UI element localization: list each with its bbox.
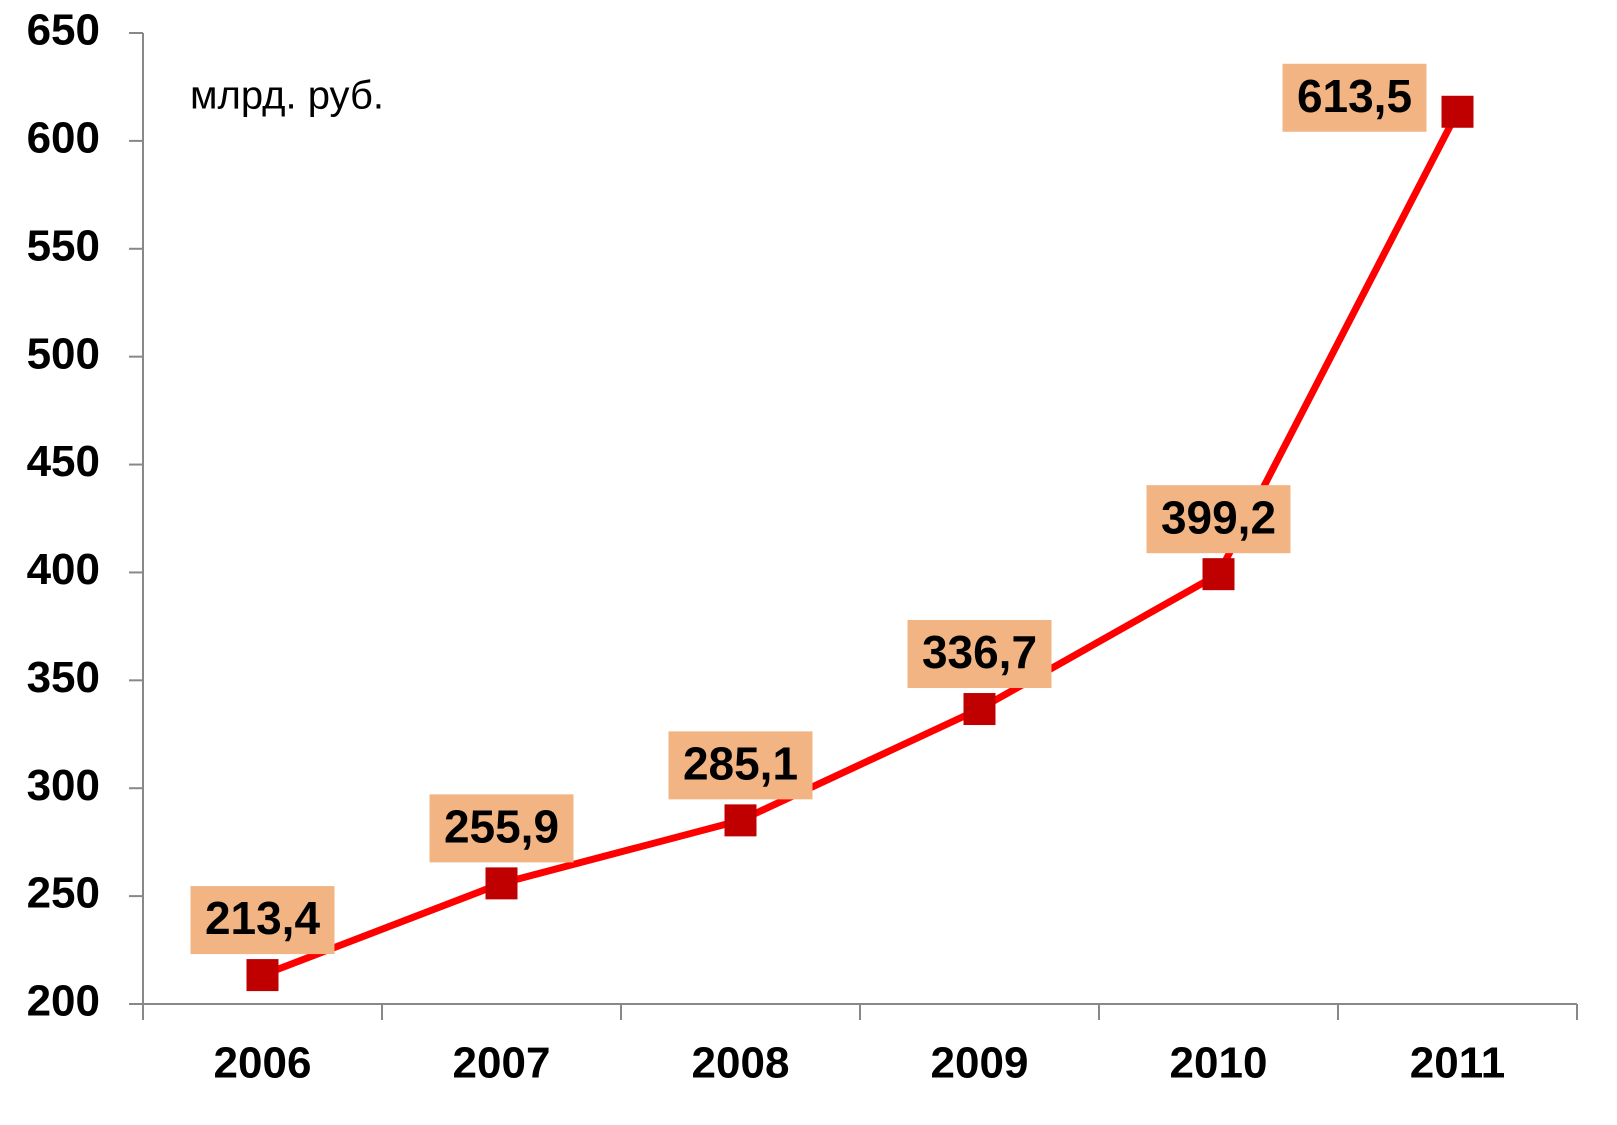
x-tick-label: 2010 [1170,1039,1268,1088]
data-label-bg [429,794,574,863]
y-tick-label: 500 [27,329,100,378]
x-tick-label: 2007 [453,1039,551,1088]
x-tick-label: 2008 [692,1039,790,1088]
x-tick-label: 2006 [214,1039,312,1088]
data-label-bg [907,620,1052,689]
data-label: 255,9 [444,801,559,853]
x-tick-label: 2009 [931,1039,1029,1088]
marker [963,693,996,726]
data-label: 285,1 [683,738,798,790]
x-tick-label: 2011 [1410,1039,1505,1088]
data-label: 613,5 [1297,70,1412,122]
marker [485,867,518,900]
y-tick-label: 650 [27,6,100,55]
data-label-bg [190,886,335,955]
unit-annotation: млрд. руб. [190,74,384,118]
data-label: 399,2 [1161,491,1276,543]
y-tick-label: 450 [27,437,100,486]
marker [1441,95,1474,128]
marker [246,959,279,992]
data-label: 336,7 [922,626,1037,678]
data-label-bg [668,731,813,800]
marker [1202,558,1235,591]
y-tick-label: 400 [27,545,100,594]
data-label: 213,4 [205,892,321,944]
y-tick-label: 550 [27,221,100,270]
y-tick-label: 200 [27,977,100,1026]
y-tick-label: 300 [27,761,100,810]
marker [724,804,757,837]
data-label-bg [1282,63,1427,132]
y-tick-label: 600 [27,114,100,163]
data-label-bg [1146,485,1291,554]
y-tick-label: 250 [27,869,100,918]
y-tick-label: 350 [27,653,100,702]
